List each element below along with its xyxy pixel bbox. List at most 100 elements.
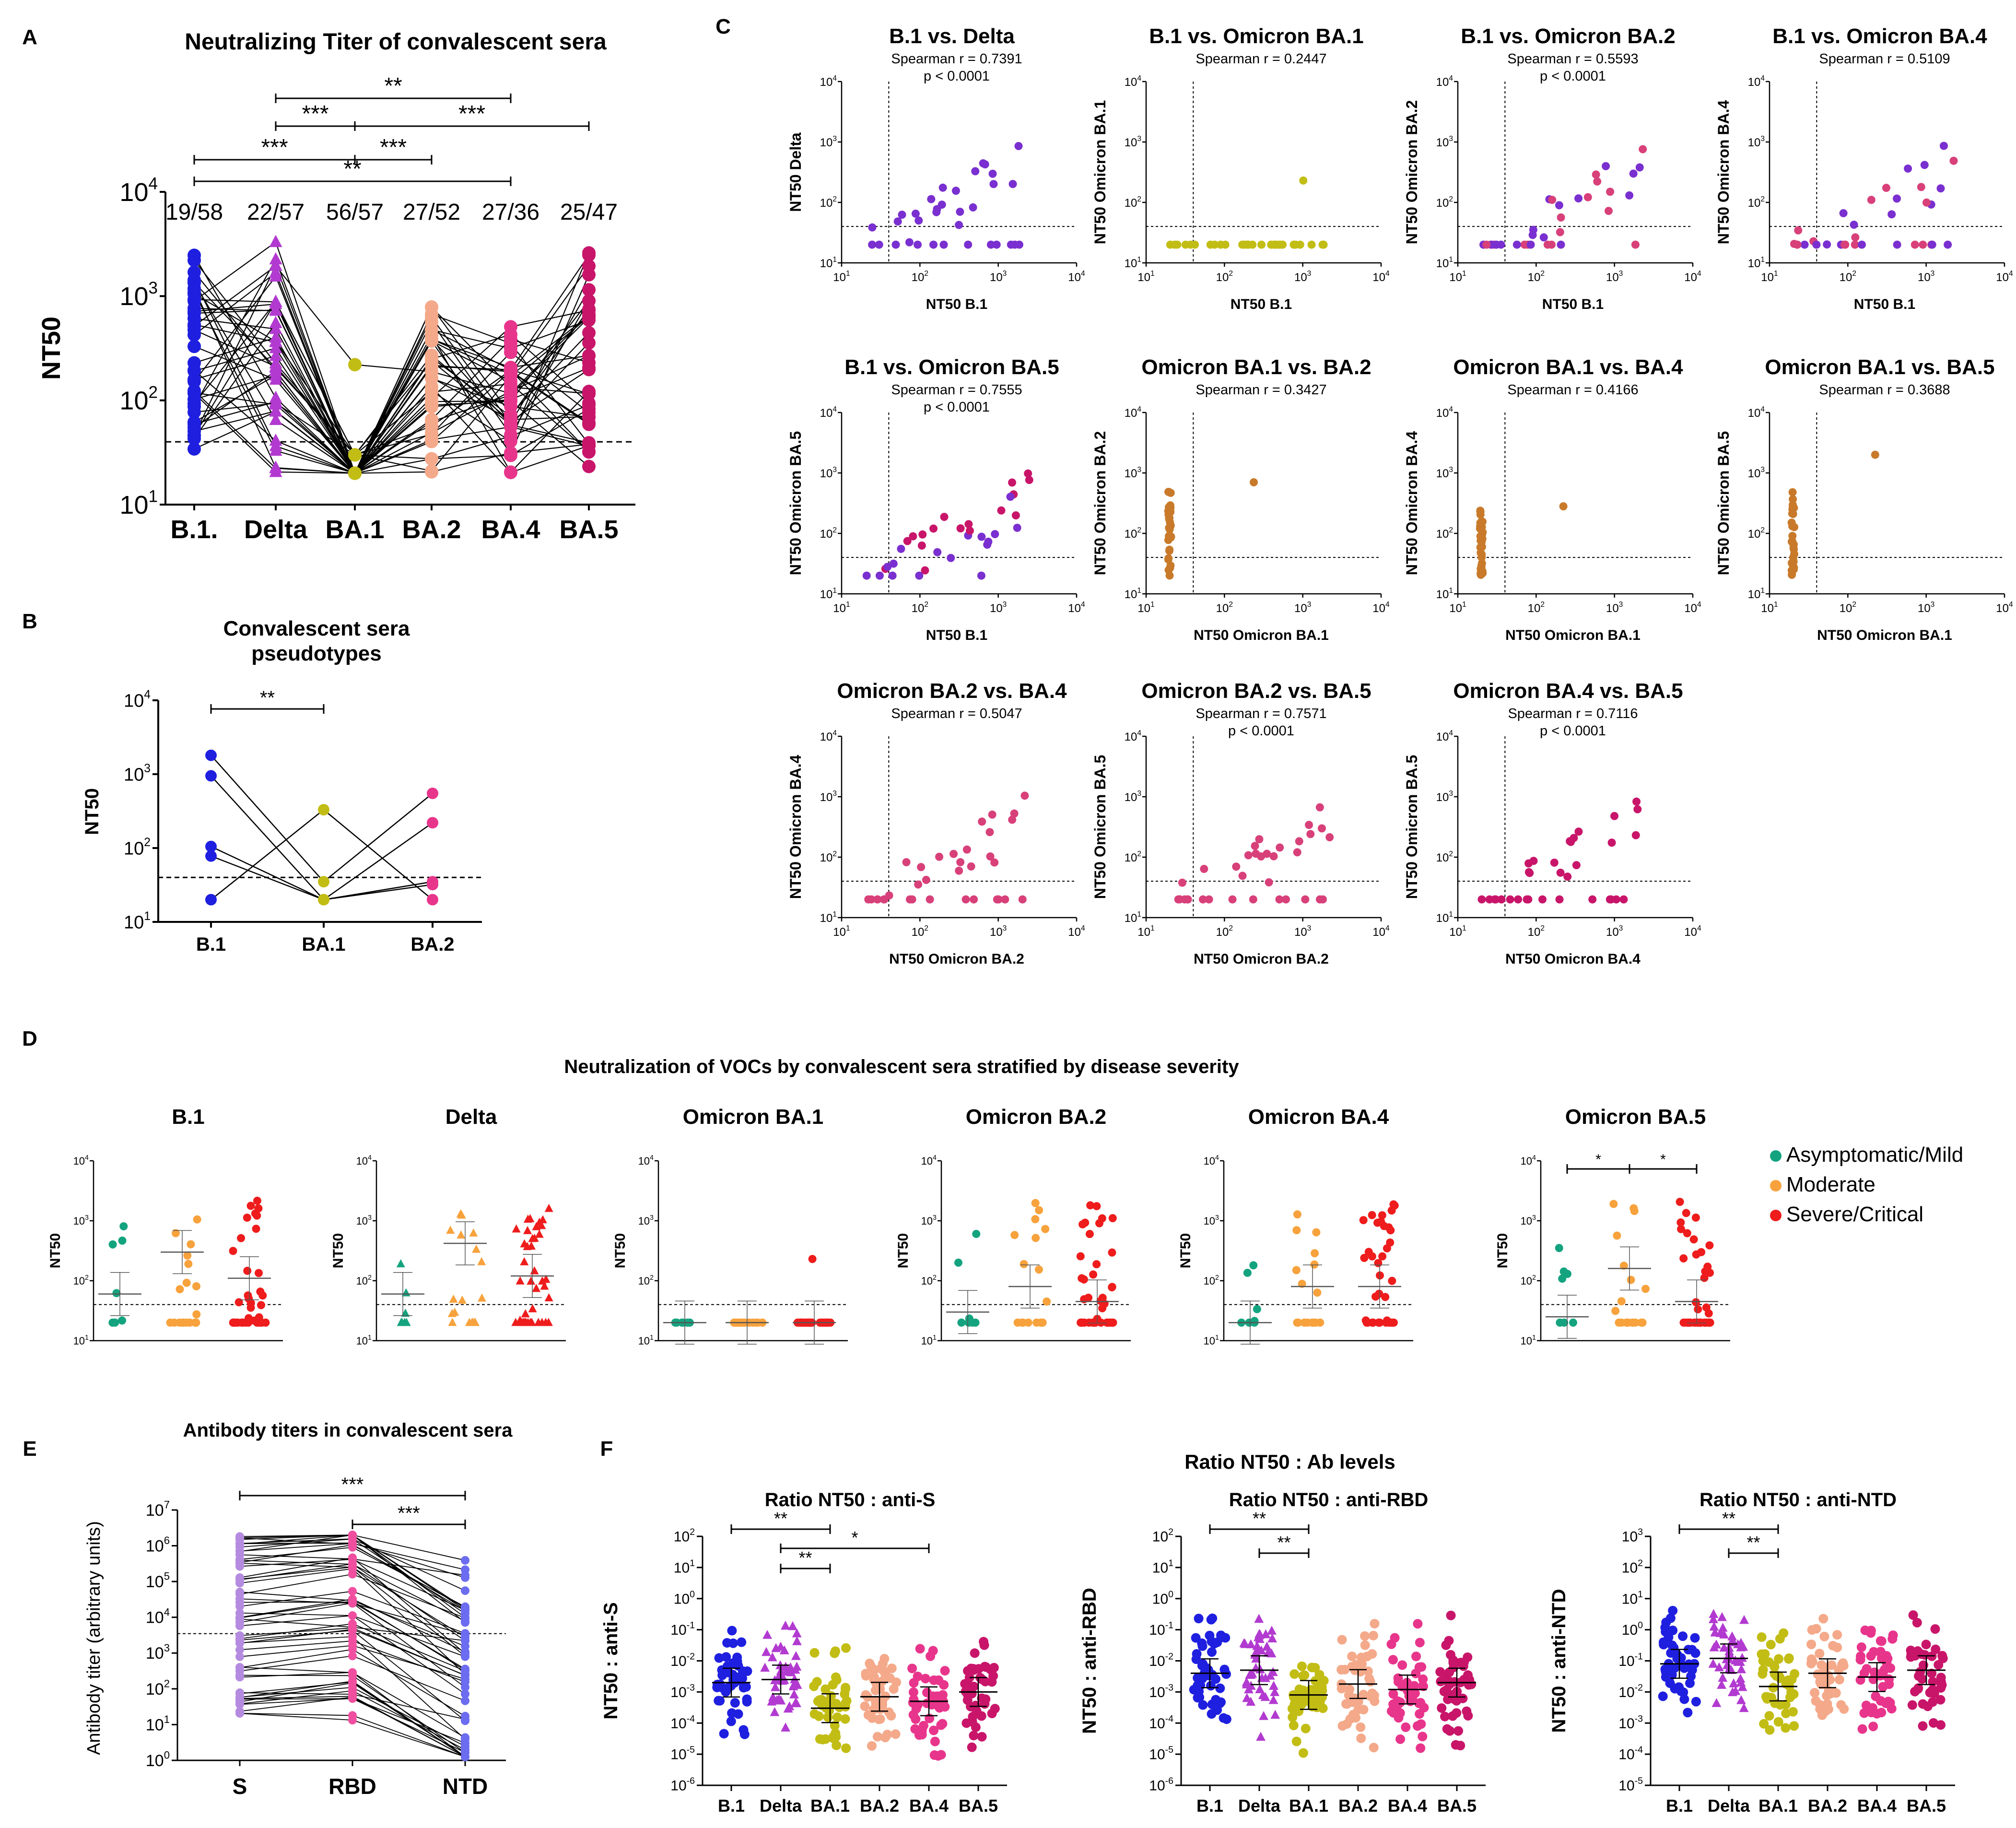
data-point [235, 1634, 244, 1643]
data-point [875, 1684, 885, 1694]
data-point [730, 1698, 740, 1708]
data-point [1937, 1651, 1947, 1661]
data-point [1359, 1216, 1368, 1225]
data-point [1705, 1241, 1714, 1250]
data-point [1692, 1298, 1700, 1307]
spearman-r: Spearman r = 0.5593 [1507, 51, 1638, 67]
data-point [914, 880, 923, 889]
y-axis-title: NT50 : anti-S [600, 1602, 621, 1719]
tick-label: 102 [1436, 195, 1453, 210]
data-point [1359, 1689, 1369, 1699]
data-point [1364, 1248, 1373, 1256]
data-point [1837, 1660, 1847, 1670]
subject-line [194, 293, 589, 456]
data-point [989, 180, 998, 189]
x-axis-title: NT50 B.1 [1542, 296, 1604, 312]
data-point [1174, 895, 1183, 904]
data-point [889, 1684, 899, 1694]
data-point [1289, 1721, 1299, 1731]
data-point [1686, 1318, 1695, 1327]
subject-line [194, 402, 589, 460]
chart-title: Ratio NT50 : anti-S [765, 1489, 936, 1510]
data-point [1559, 502, 1568, 511]
data-point [938, 1690, 948, 1700]
data-point [922, 875, 930, 884]
data-point [528, 1304, 537, 1312]
data-point [1717, 1612, 1727, 1621]
data-point [1445, 1726, 1455, 1736]
data-point [532, 1284, 541, 1292]
data-point [1215, 1683, 1225, 1693]
data-point [1368, 1630, 1378, 1640]
data-point [1257, 240, 1266, 249]
data-point [917, 863, 926, 872]
data-point [504, 429, 517, 443]
category-label: B.1 [196, 934, 226, 955]
data-point [269, 413, 282, 425]
data-point [1629, 1204, 1638, 1213]
data-point [955, 866, 963, 875]
data-point [188, 253, 201, 267]
data-point [1610, 812, 1619, 820]
data-point [1919, 240, 1927, 249]
data-point [261, 1318, 270, 1327]
data-point [1683, 1645, 1693, 1655]
data-point [1418, 1732, 1428, 1742]
data-point [1611, 1307, 1620, 1315]
data-point [582, 437, 596, 451]
data-point [1293, 1210, 1301, 1219]
data-point [269, 341, 282, 354]
data-point [1665, 1613, 1676, 1623]
tick-label: 100 [1622, 1620, 1643, 1639]
data-point [867, 895, 876, 904]
tick-label: 104 [1436, 729, 1453, 743]
tick-label: 104 [1996, 601, 2013, 615]
data-point [1476, 524, 1484, 533]
data-point [973, 1664, 984, 1674]
data-point [1337, 1635, 1347, 1645]
category-label: S [233, 1774, 247, 1799]
data-point [1305, 821, 1313, 829]
data-point [269, 433, 282, 446]
tick-label: 10-4 [1618, 1745, 1643, 1763]
data-point [1095, 1219, 1103, 1227]
data-point [1018, 895, 1027, 904]
data-point [1355, 1667, 1365, 1677]
data-point [1709, 1621, 1719, 1631]
data-point [1415, 1709, 1425, 1719]
data-point [447, 1309, 457, 1317]
data-point [940, 513, 949, 521]
severity-panel: Omicron BA.2 NT50 101 102 103 104 [895, 1105, 1131, 1347]
tick-label: 102 [674, 1527, 695, 1545]
data-point [1683, 1229, 1691, 1238]
tick-label: 103 [1294, 270, 1311, 284]
chart-title: B.1 vs. Omicron BA.4 [1772, 24, 1987, 48]
data-point [1773, 1654, 1783, 1664]
data-point [1859, 1708, 1869, 1718]
data-point [1378, 1211, 1386, 1220]
x-axis-title: NT50 Omicron BA.1 [1505, 627, 1641, 643]
data-point [269, 269, 282, 282]
subject-line [194, 329, 589, 456]
tick-label: 101 [1152, 1558, 1173, 1576]
data-point [461, 1556, 469, 1565]
data-point [1871, 450, 1879, 459]
data-point [1868, 1722, 1878, 1732]
panel-letter-A: A [22, 25, 37, 49]
data-point [192, 1282, 200, 1291]
data-point [809, 1709, 820, 1719]
data-point [875, 1704, 885, 1714]
data-point [1936, 1720, 1946, 1730]
category-label: BA.2 [402, 515, 461, 544]
data-point [951, 187, 960, 195]
tick-label: 101 [1761, 270, 1778, 284]
tick-label: 10-6 [670, 1776, 695, 1794]
data-point [791, 1651, 801, 1660]
data-point [1539, 233, 1548, 242]
data-point [1262, 1641, 1272, 1651]
data-point [1635, 163, 1644, 172]
data-point [1612, 895, 1620, 904]
data-point [967, 1742, 977, 1752]
data-point [1374, 1318, 1383, 1327]
